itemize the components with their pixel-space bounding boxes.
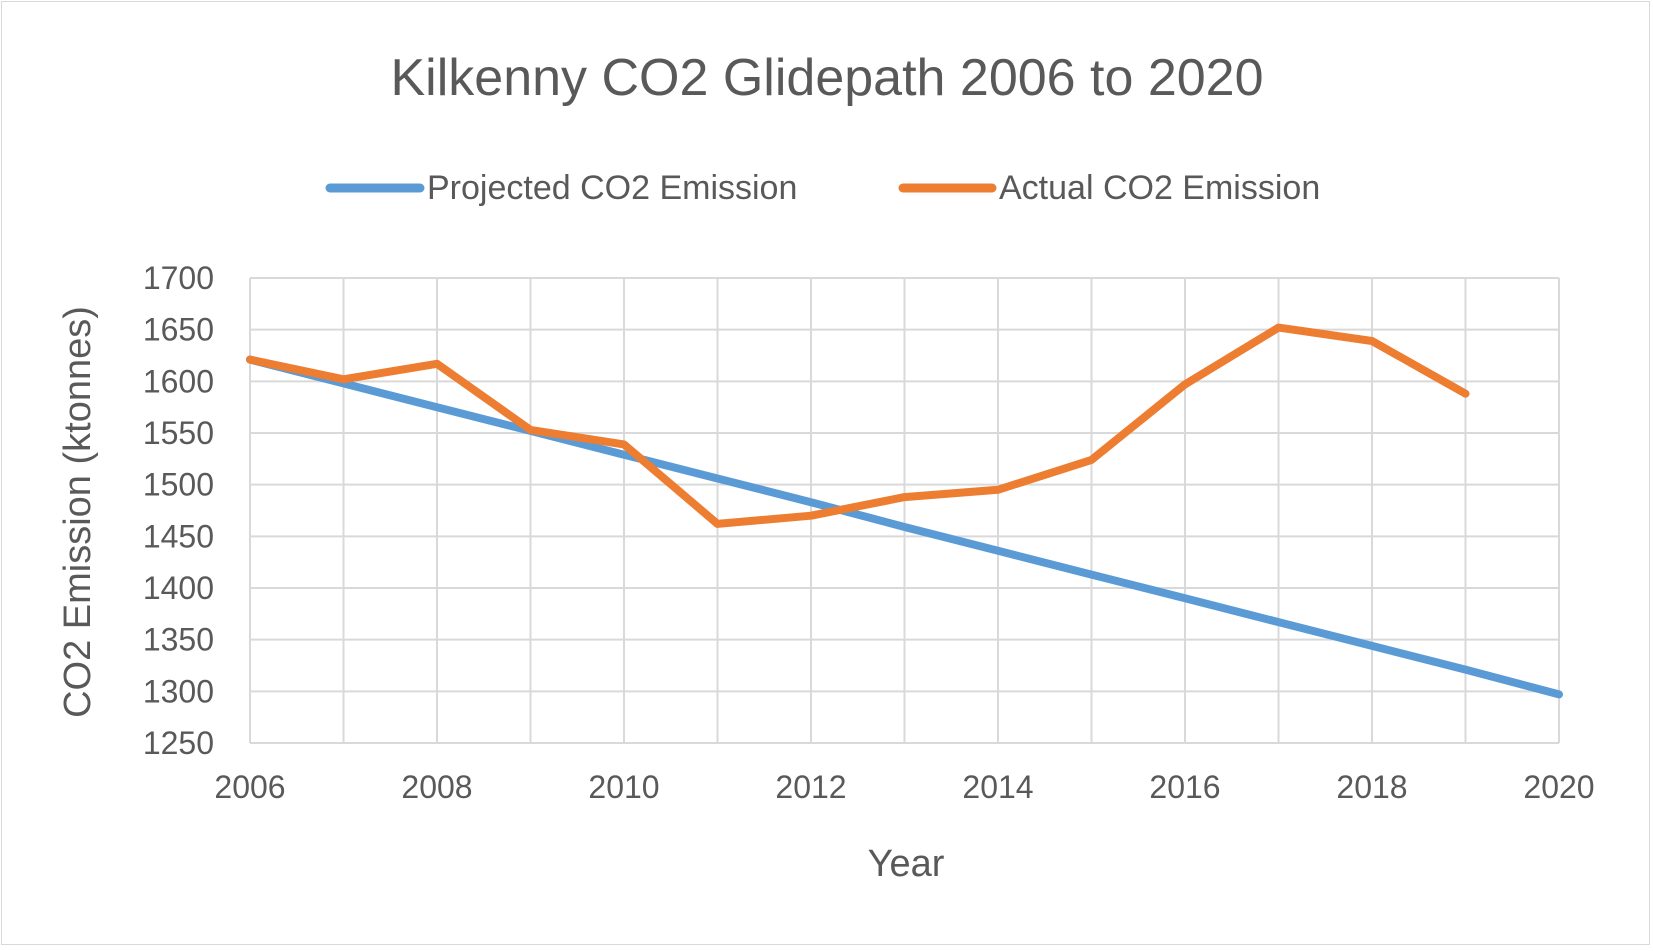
y-axis-label: CO2 Emission (ktonnes) xyxy=(57,306,99,718)
y-tick-label: 1350 xyxy=(143,622,214,658)
x-tick-label: 2006 xyxy=(214,769,285,805)
y-tick-label: 1450 xyxy=(143,518,214,554)
y-tick-label: 1650 xyxy=(143,312,214,348)
series-line-projected xyxy=(246,355,1563,699)
y-tick-label: 1600 xyxy=(143,363,214,399)
x-tick-label: 2012 xyxy=(775,769,846,805)
y-tick-label: 1400 xyxy=(143,570,214,606)
x-axis-tick-labels: 2006 2008 2010 2012 2014 2016 2018 2020 xyxy=(214,769,1594,805)
y-tick-label: 1300 xyxy=(143,673,214,709)
y-axis-tick-labels: 1250 1300 1350 1400 1450 1500 1550 1600 1650 1700 xyxy=(143,260,214,761)
x-tick-label: 2020 xyxy=(1523,769,1594,805)
chart-title: Kilkenny CO2 Glidepath 2006 to 2020 xyxy=(390,49,1263,107)
series-lines xyxy=(246,323,1563,699)
series-line-actual xyxy=(246,323,1470,528)
x-tick-label: 2008 xyxy=(401,769,472,805)
grid xyxy=(249,277,1560,744)
legend-entry-projected: Projected CO2 Emission xyxy=(325,169,797,207)
x-axis-label: Year xyxy=(868,843,945,885)
y-tick-label: 1500 xyxy=(143,467,214,503)
y-tick-label: 1250 xyxy=(143,725,214,761)
legend-label-projected: Projected CO2 Emission xyxy=(427,169,797,207)
x-tick-label: 2018 xyxy=(1336,769,1407,805)
y-tick-label: 1550 xyxy=(143,415,214,451)
x-tick-label: 2010 xyxy=(588,769,659,805)
x-tick-label: 2014 xyxy=(962,769,1033,805)
legend-label-actual: Actual CO2 Emission xyxy=(999,169,1320,207)
legend-entry-actual: Actual CO2 Emission xyxy=(898,169,1320,207)
legend: Projected CO2 Emission Actual CO2 Emissi… xyxy=(325,169,1320,207)
x-tick-label: 2016 xyxy=(1149,769,1220,805)
y-tick-label: 1700 xyxy=(143,260,214,296)
